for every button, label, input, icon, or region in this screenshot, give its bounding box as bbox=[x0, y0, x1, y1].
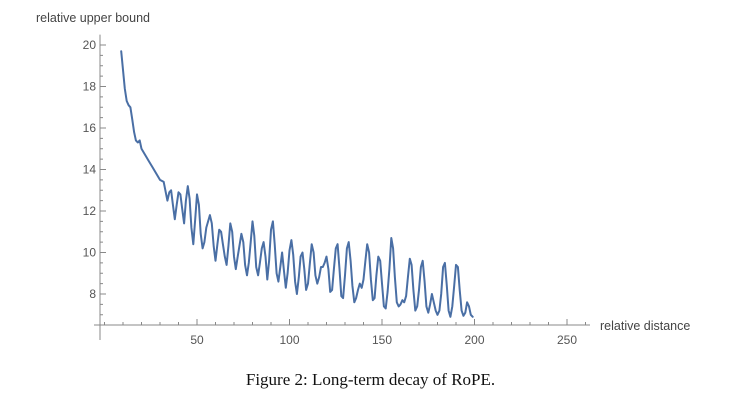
y-tick-label: 14 bbox=[83, 163, 97, 177]
x-tick-label: 150 bbox=[372, 333, 392, 347]
x-tick-label: 100 bbox=[279, 333, 299, 347]
y-tick-label: 8 bbox=[89, 287, 96, 301]
y-axis-ticks: 8 10 12 14 16 18 20 bbox=[83, 38, 106, 316]
x-axis-title: relative distance bbox=[600, 319, 690, 333]
y-axis-title: relative upper bound bbox=[36, 11, 150, 25]
x-tick-label: 50 bbox=[190, 333, 204, 347]
x-tick-label: 200 bbox=[464, 333, 484, 347]
x-axis-ticks: 50 100 150 200 250 bbox=[104, 319, 586, 347]
x-tick-label: 250 bbox=[557, 333, 577, 347]
y-tick-label: 12 bbox=[83, 204, 97, 218]
series-line bbox=[120, 50, 474, 318]
y-tick-label: 16 bbox=[83, 121, 97, 135]
y-tick-label: 10 bbox=[83, 246, 97, 260]
y-tick-label: 18 bbox=[83, 80, 97, 94]
y-tick-label: 20 bbox=[83, 38, 97, 52]
figure-caption: Figure 2: Long-term decay of RoPE. bbox=[245, 370, 496, 389]
